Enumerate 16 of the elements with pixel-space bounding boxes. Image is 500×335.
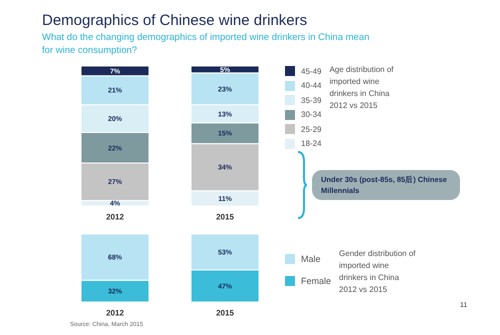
- x-tick-label: 2015: [216, 212, 234, 222]
- legend-label: Female: [300, 275, 332, 288]
- x-tick-label: 2012: [106, 308, 124, 318]
- legend-label: 40-44: [300, 80, 322, 92]
- chart-title: Demographics of Chinese wine drinkers: [42, 12, 308, 29]
- legend-title: Age distribution of imported wine drinkers in China 2012 vs 2015: [329, 64, 395, 112]
- x-tick-label: 2015: [216, 308, 234, 318]
- legend-label: 25-29: [300, 124, 322, 136]
- legend-label: 18-24: [300, 138, 322, 150]
- legend-label: 35-39: [300, 94, 322, 107]
- x-tick-label: 2012: [106, 212, 124, 222]
- legend-label: Male: [300, 253, 322, 266]
- legend-title: Gender distribution of imported wine drinkers in China 2012 vs 2015: [339, 248, 417, 296]
- chart-subtitle: What do the changing demographics of imported wine drinkers in China mean for wine consumption?: [42, 31, 370, 57]
- legend-label: 45-49: [300, 66, 322, 78]
- legend-label: 30-34: [300, 109, 322, 122]
